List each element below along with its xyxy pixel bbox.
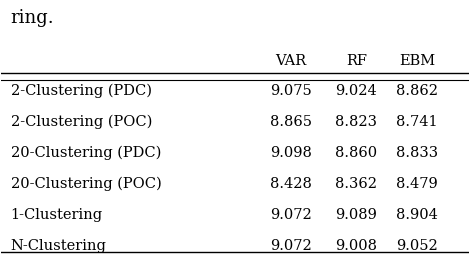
Text: 8.479: 8.479 bbox=[396, 177, 438, 191]
Text: 8.428: 8.428 bbox=[270, 177, 312, 191]
Text: 9.008: 9.008 bbox=[336, 239, 377, 253]
Text: EBM: EBM bbox=[399, 54, 435, 68]
Text: RF: RF bbox=[346, 54, 367, 68]
Text: 9.075: 9.075 bbox=[270, 84, 312, 98]
Text: 8.865: 8.865 bbox=[270, 115, 312, 129]
Text: ring.: ring. bbox=[11, 9, 55, 27]
Text: 9.072: 9.072 bbox=[270, 208, 312, 222]
Text: 8.741: 8.741 bbox=[396, 115, 438, 129]
Text: 9.072: 9.072 bbox=[270, 239, 312, 253]
Text: 9.024: 9.024 bbox=[336, 84, 377, 98]
Text: 8.833: 8.833 bbox=[396, 146, 439, 160]
Text: N-Clustering: N-Clustering bbox=[11, 239, 107, 253]
Text: 2-Clustering (POC): 2-Clustering (POC) bbox=[11, 115, 152, 129]
Text: 8.823: 8.823 bbox=[336, 115, 377, 129]
Text: 2-Clustering (PDC): 2-Clustering (PDC) bbox=[11, 84, 152, 98]
Text: 8.860: 8.860 bbox=[336, 146, 377, 160]
Text: 9.089: 9.089 bbox=[336, 208, 377, 222]
Text: 9.098: 9.098 bbox=[270, 146, 312, 160]
Text: 8.862: 8.862 bbox=[396, 84, 438, 98]
Text: 1-Clustering: 1-Clustering bbox=[11, 208, 103, 222]
Text: 20-Clustering (PDC): 20-Clustering (PDC) bbox=[11, 146, 161, 160]
Text: 8.904: 8.904 bbox=[396, 208, 438, 222]
Text: VAR: VAR bbox=[275, 54, 306, 68]
Text: 9.052: 9.052 bbox=[396, 239, 438, 253]
Text: 8.362: 8.362 bbox=[336, 177, 377, 191]
Text: 20-Clustering (POC): 20-Clustering (POC) bbox=[11, 177, 162, 191]
